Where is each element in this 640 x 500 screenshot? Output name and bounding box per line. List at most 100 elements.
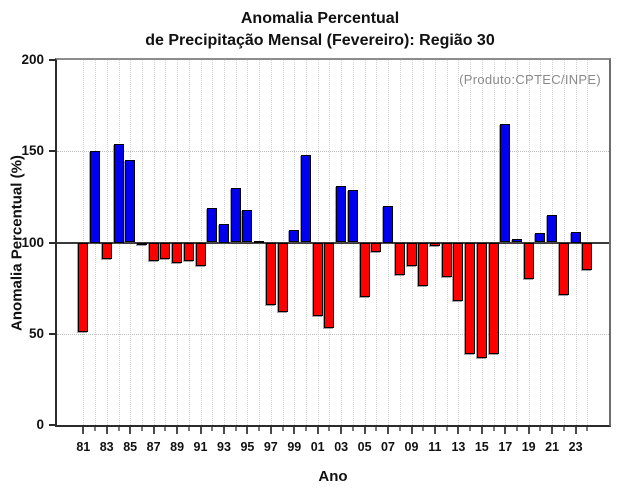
bar-2007 — [383, 206, 393, 243]
x-tick-label-1985: 85 — [123, 440, 138, 454]
x-tick-2020 — [539, 427, 542, 431]
x-tick-2000 — [305, 427, 307, 431]
x-tick-1993 — [223, 427, 225, 434]
x-tick-label-1999: 99 — [287, 440, 302, 454]
x-tick-label-2021: 21 — [545, 440, 560, 454]
x-tick-label-2013: 13 — [451, 440, 466, 454]
bar-1996 — [254, 240, 265, 243]
x-tick-1990 — [187, 427, 190, 431]
x-tick-label-1997: 97 — [263, 440, 278, 454]
x-tick-2017 — [504, 427, 507, 434]
bar-1981 — [78, 242, 89, 332]
x-tick-2005 — [363, 427, 366, 434]
x-tick-2023 — [574, 427, 577, 434]
x-tick-2008 — [398, 427, 401, 431]
bar-2018 — [512, 238, 522, 243]
bar-2008 — [394, 242, 405, 276]
bar-1989 — [172, 242, 183, 263]
x-tick-label-2015: 15 — [474, 440, 489, 454]
plot-inner — [57, 60, 609, 425]
x-tick-1996 — [258, 427, 261, 431]
bar-2021 — [547, 215, 558, 243]
bar-2013 — [453, 242, 464, 301]
x-tick-2024 — [586, 427, 589, 431]
bar-2000 — [301, 154, 311, 243]
bar-2014 — [465, 242, 476, 354]
x-tick-2010 — [422, 427, 425, 431]
x-tick-label-2007: 07 — [381, 440, 395, 454]
bar-2005 — [359, 242, 370, 298]
x-tick-label-2011: 11 — [428, 440, 442, 454]
x-tick-1991 — [199, 427, 202, 434]
horizontal-gridline — [57, 151, 609, 153]
bar-1982 — [90, 151, 100, 243]
x-tick-2007 — [387, 427, 389, 434]
x-tick-label-2009: 09 — [404, 440, 419, 454]
y-tick-label-150: 150 — [21, 143, 44, 159]
chart-title: Anomalia Percentual de Precipitação Mens… — [0, 8, 640, 52]
bar-2019 — [523, 242, 534, 279]
x-tick-2001 — [316, 427, 319, 434]
bar-2011 — [429, 242, 440, 247]
x-tick-label-2019: 19 — [521, 440, 536, 454]
bar-2024 — [582, 242, 593, 270]
bar-2020 — [535, 233, 546, 243]
x-tick-2009 — [410, 427, 413, 434]
x-tick-1986 — [140, 427, 143, 431]
x-tick-1981 — [82, 427, 85, 434]
x-tick-2019 — [527, 427, 530, 434]
bar-2012 — [441, 242, 452, 278]
x-tick-label-1981: 81 — [76, 440, 91, 454]
x-tick-label-1991: 91 — [193, 440, 208, 454]
bar-1994 — [230, 187, 241, 243]
y-tick-0 — [49, 424, 55, 426]
bar-1990 — [183, 242, 194, 261]
bar-1988 — [160, 242, 171, 259]
bar-2015 — [476, 242, 487, 358]
x-axis-title: Ano — [318, 468, 348, 485]
x-tick-2016 — [492, 427, 495, 431]
x-tick-2011 — [433, 427, 436, 434]
bar-1998 — [277, 242, 288, 312]
x-tick-1992 — [211, 427, 214, 431]
chart-title-line1: Anomalia Percentual — [240, 10, 400, 27]
bar-2023 — [570, 231, 581, 243]
bar-1986 — [136, 242, 147, 245]
x-tick-1988 — [164, 427, 167, 431]
bar-2002 — [324, 242, 335, 329]
x-tick-label-2023: 23 — [568, 440, 583, 454]
bar-1992 — [207, 207, 218, 243]
bar-2016 — [488, 242, 499, 354]
x-tick-label-1995: 95 — [240, 440, 255, 454]
bar-2004 — [347, 189, 358, 243]
bar-1985 — [125, 160, 136, 243]
x-tick-label-1987: 87 — [146, 440, 161, 454]
bar-1984 — [113, 144, 124, 243]
x-tick-1987 — [152, 427, 155, 434]
x-tick-2015 — [480, 427, 483, 434]
y-tick-100 — [49, 241, 55, 244]
y-tick-label-100: 100 — [21, 234, 44, 250]
bar-2001 — [312, 242, 323, 316]
x-tick-2006 — [375, 427, 378, 431]
x-tick-2002 — [328, 427, 331, 431]
bar-1995 — [242, 209, 253, 243]
x-tick-1985 — [129, 427, 132, 434]
x-tick-2021 — [551, 427, 554, 434]
x-tick-label-1993: 93 — [217, 440, 231, 454]
x-tick-label-2017: 17 — [498, 440, 513, 454]
x-tick-2013 — [457, 427, 460, 434]
bar-1999 — [289, 229, 300, 243]
x-tick-1994 — [234, 427, 237, 431]
x-tick-1982 — [94, 427, 96, 431]
x-tick-1995 — [246, 427, 249, 434]
x-tick-1983 — [105, 427, 108, 434]
bar-2017 — [500, 123, 511, 243]
y-tick-label-50: 50 — [28, 325, 44, 341]
bar-1987 — [148, 242, 159, 261]
x-tick-2022 — [562, 427, 565, 431]
x-tick-label-1983: 83 — [99, 440, 114, 454]
y-tick-label-0: 0 — [36, 417, 44, 432]
bar-2003 — [336, 185, 347, 243]
